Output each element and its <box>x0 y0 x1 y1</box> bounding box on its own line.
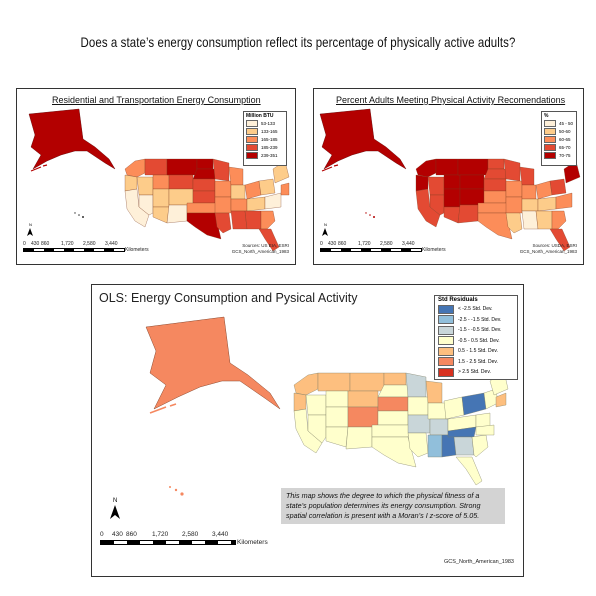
legend-item: -1.5 - -0.5 Std. Dev. <box>435 325 517 336</box>
energy-map-panel: Residential and Transportation Energy Co… <box>16 88 296 265</box>
ols-scale-bar: 0 430 860 1,720 2,580 3,440 Kilometers <box>100 531 268 546</box>
legend-item: 50-60 <box>542 127 576 135</box>
residuals-legend: Std Residuals < -2.5 Std. Dev. -2.5 - -1… <box>434 295 518 380</box>
activity-map-source: Sources: USDA, ESRI GCS_North_American_1… <box>519 243 577 254</box>
activity-map <box>319 108 581 252</box>
legend-item: 70-75 <box>542 151 576 159</box>
svg-text:N: N <box>29 222 32 227</box>
energy-map-source: Sources: US EIA, ESRI GCS_North_American… <box>231 243 289 254</box>
legend-item: 1.5 - 2.5 Std. Dev. <box>435 357 517 368</box>
energy-map-title: Residential and Transportation Energy Co… <box>52 95 261 105</box>
legend-item: 53-133 <box>244 119 286 127</box>
legend-item: > 2.5 Std. Dev. <box>435 367 517 378</box>
ols-map <box>145 316 509 496</box>
hawaii-shape <box>169 486 184 496</box>
legend-item: 0.5 - 1.5 Std. Dev. <box>435 346 517 357</box>
north-arrow-icon: N <box>110 498 120 519</box>
activity-map-panel: Percent Adults Meeting Physical Activity… <box>313 88 584 265</box>
energy-legend: Million BTU 53-133 133-165 165-185 185-2… <box>243 111 287 166</box>
residuals-legend-title: Std Residuals <box>438 297 478 303</box>
svg-text:N: N <box>113 498 117 504</box>
energy-map <box>28 108 290 252</box>
legend-item: 65-70 <box>542 143 576 151</box>
activity-map-title: Percent Adults Meeting Physical Activity… <box>336 95 566 105</box>
legend-item: 60-65 <box>542 135 576 143</box>
legend-item: -0.5 - 0.5 Std. Dev. <box>435 336 517 347</box>
legend-item: 133-165 <box>244 127 286 135</box>
aleutians <box>321 164 339 172</box>
hawaii-shape <box>365 212 375 218</box>
aleutians <box>30 164 48 172</box>
ols-map-annotation: This map shows the degree to which the p… <box>281 488 505 524</box>
hawaii-shape <box>74 212 84 218</box>
alaska-shape <box>28 108 116 170</box>
page-title: Does a state’s energy consumption reflec… <box>80 34 516 50</box>
legend-item: < -2.5 Std. Dev. <box>435 304 517 315</box>
activity-scale-bar: 0 430 860 1,720 2,580 3,440 Kilometers <box>320 241 446 253</box>
energy-scale-bar: 0 430 860 1,720 2,580 3,440 Kilometers <box>23 241 149 253</box>
ols-map-panel: OLS: Energy Consumption and Pysical Acti… <box>91 284 524 577</box>
ols-map-projection: GCS_North_American_1983 <box>443 559 514 565</box>
north-arrow-icon: N <box>27 222 33 236</box>
legend-item: -2.5 - -1.5 Std. Dev. <box>435 315 517 326</box>
conus-states <box>415 158 581 252</box>
svg-text:N: N <box>324 222 327 227</box>
north-arrow-icon: N <box>322 222 328 236</box>
alaska-shape <box>319 108 407 170</box>
conus-states <box>293 370 509 486</box>
conus-states <box>124 158 290 252</box>
legend-item: 165-185 <box>244 135 286 143</box>
energy-legend-title: Million BTU <box>246 113 274 119</box>
activity-legend-title: % <box>544 113 549 119</box>
legend-item: 185-239 <box>244 143 286 151</box>
alaska-shape <box>145 316 281 410</box>
legend-item: 239-351 <box>244 151 286 159</box>
aleutians <box>149 403 177 414</box>
ols-map-title: OLS: Energy Consumption and Pysical Acti… <box>99 291 358 305</box>
activity-legend: % 45 - 50 50-60 60-65 65-70 70-75 <box>541 111 577 166</box>
legend-item: 45 - 50 <box>542 119 576 127</box>
